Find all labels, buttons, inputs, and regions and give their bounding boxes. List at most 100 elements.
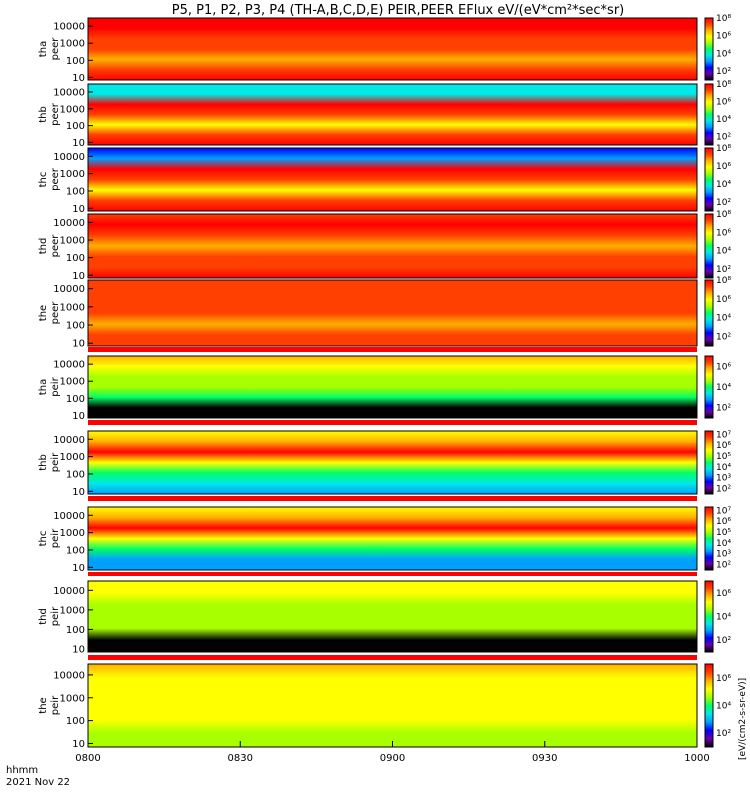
panel-tha-peir: 10 100 1000 10000 tha peir 10² 10⁴ 10⁶ bbox=[38, 355, 731, 422]
y-tick-label: 1000 bbox=[60, 377, 85, 388]
colorbar-tick-label: 10⁸ bbox=[716, 210, 731, 220]
colorbar-tha-peir bbox=[704, 355, 714, 419]
panel-frame bbox=[87, 355, 698, 419]
y-tick-label: 10000 bbox=[53, 22, 85, 33]
colorbar-tick-label: 10⁷ bbox=[716, 430, 731, 440]
spectrogram-thc-peir bbox=[88, 507, 697, 570]
panel-frame bbox=[87, 506, 698, 571]
y-tick-label: 1000 bbox=[60, 104, 85, 115]
colorbar-tick-label: 10³ bbox=[716, 474, 731, 484]
panel-thc-peer: 10 100 1000 10000 thc peer 10² 10⁴ 10⁶ 10⁸ bbox=[38, 144, 731, 215]
colorbar-thb-peer bbox=[704, 83, 714, 146]
panel-species-label: peer bbox=[50, 167, 61, 191]
panel-tha-peer: 10 100 1000 10000 tha peer 10² 10⁴ 10⁶ 10⁸ bbox=[38, 14, 731, 84]
y-tick-label: 10000 bbox=[53, 360, 85, 371]
chart-title: P5, P1, P2, P3, P4 (TH-A,B,C,D,E) PEIR,P… bbox=[172, 3, 625, 18]
date-label: 2021 Nov 22 bbox=[6, 777, 70, 788]
y-tick-label: 10000 bbox=[53, 218, 85, 229]
x-axis: 0800 0830 0900 0930 1000 bbox=[75, 741, 710, 764]
y-tick-label: 1000 bbox=[60, 528, 85, 539]
panel-probe-label: thc bbox=[38, 531, 49, 547]
y-tick-label: 10000 bbox=[53, 586, 85, 597]
spectrogram-the-peir bbox=[88, 664, 697, 747]
colorbar-tick-label: 10² bbox=[716, 265, 731, 275]
y-tick-label: 10 bbox=[72, 204, 85, 215]
panel-frame bbox=[87, 213, 698, 279]
y-tick-label: 10 bbox=[72, 73, 85, 84]
colorbar-tick-label: 10⁶ bbox=[716, 441, 731, 451]
colorbar-tick-label: 10⁴ bbox=[716, 247, 731, 257]
spectrogram-thb-peir bbox=[88, 431, 697, 494]
colorbar-tick-label: 10² bbox=[716, 198, 731, 208]
panel-thb-peer: 10 100 1000 10000 thb peer 10² 10⁴ 10⁶ 10⁸ bbox=[38, 80, 731, 149]
panel-frame bbox=[87, 147, 698, 212]
panel-probe-label: thd bbox=[38, 608, 49, 625]
panel-species-label: peir bbox=[50, 452, 61, 472]
colorbar-tha-peer bbox=[704, 17, 714, 81]
spectrogram-thd-peir bbox=[88, 581, 697, 652]
colorbar-tick-label: 10⁴ bbox=[716, 180, 731, 190]
colorbar-tick-label: 10² bbox=[716, 404, 731, 414]
colorbar-tick-label: 10⁶ bbox=[716, 97, 731, 107]
panel-species-label: peir bbox=[50, 376, 61, 396]
panel-separator-bar bbox=[88, 347, 697, 352]
panel-probe-label: thc bbox=[38, 172, 49, 188]
spectrogram-thc-peer bbox=[88, 148, 697, 211]
panel-the-peir: 10 100 1000 10000 the peir 10² 10⁴ 10⁶ bbox=[38, 663, 731, 750]
colorbar-tick-label: 10⁶ bbox=[716, 162, 731, 172]
colorbar-tick-label: 10² bbox=[716, 636, 731, 646]
colorbar-tick-label: 10⁸ bbox=[716, 14, 731, 24]
y-tick-label: 10 bbox=[72, 411, 85, 422]
panel-species-label: peir bbox=[50, 606, 61, 626]
spectrogram-thd-peer bbox=[88, 214, 697, 278]
spectrogram-tha-peir bbox=[88, 356, 697, 418]
colorbar-tick-label: 10⁴ bbox=[716, 115, 731, 125]
x-tick-label: 0830 bbox=[228, 753, 253, 764]
panel-frame bbox=[87, 580, 698, 653]
colorbar-tick-label: 10² bbox=[716, 67, 731, 77]
y-tick-label: 10 bbox=[72, 271, 85, 282]
y-tick-label: 10000 bbox=[53, 88, 85, 99]
colorbar-tick-label: 10⁷ bbox=[716, 506, 731, 516]
colorbar-tick-label: 10⁶ bbox=[716, 295, 731, 305]
colorbar-tick-label: 10⁶ bbox=[716, 362, 731, 372]
panel-species-label: peir bbox=[50, 695, 61, 715]
panel-species-label: peer bbox=[50, 301, 61, 325]
x-tick-label: 0800 bbox=[75, 753, 100, 764]
colorbar-tick-label: 10⁵ bbox=[716, 452, 731, 462]
y-tick-label: 10000 bbox=[53, 284, 85, 295]
panel-probe-label: thb bbox=[38, 454, 49, 471]
y-tick-label: 100 bbox=[66, 394, 85, 405]
colorbar-tick-label: 10² bbox=[716, 729, 731, 739]
panel-probe-label: thb bbox=[38, 106, 49, 123]
y-tick-label: 1000 bbox=[60, 236, 85, 247]
panel-thd-peir: 10 100 1000 10000 thd peir 10² 10⁴ 10⁶ bbox=[38, 580, 731, 655]
time-format-label: hhmm bbox=[6, 765, 38, 776]
panel-species-label: peer bbox=[50, 37, 61, 61]
panel-separator-bar bbox=[88, 655, 697, 660]
panel-frame bbox=[87, 17, 698, 81]
y-tick-label: 100 bbox=[66, 545, 85, 556]
y-tick-label: 100 bbox=[66, 121, 85, 132]
y-tick-label: 100 bbox=[66, 56, 85, 67]
panel-frame bbox=[87, 430, 698, 495]
panel-frame bbox=[87, 83, 698, 146]
colorbar-the-peer bbox=[704, 279, 714, 347]
y-tick-label: 100 bbox=[66, 625, 85, 636]
colorbar-thd-peir bbox=[704, 580, 714, 653]
colorbar-tick-label: 10² bbox=[716, 333, 731, 343]
x-tick-label: 0900 bbox=[380, 753, 405, 764]
colorbar-tick-label: 10⁸ bbox=[716, 276, 731, 286]
colorbar-tick-label: 10⁵ bbox=[716, 528, 731, 538]
y-tick-label: 100 bbox=[66, 716, 85, 727]
colorbar-tick-label: 10² bbox=[716, 132, 731, 142]
panel-probe-label: the bbox=[38, 697, 49, 713]
y-tick-label: 10 bbox=[72, 739, 85, 750]
panel-species-label: peer bbox=[50, 234, 61, 258]
colorbar-tick-label: 10⁶ bbox=[716, 674, 731, 684]
y-tick-label: 1000 bbox=[60, 605, 85, 616]
panel-probe-label: tha bbox=[38, 379, 49, 395]
